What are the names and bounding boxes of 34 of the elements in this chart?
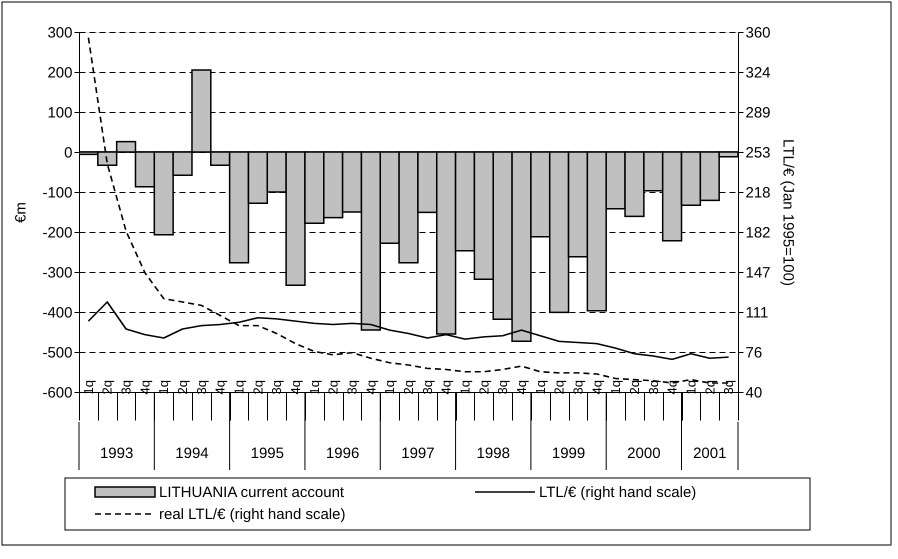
y-tick-label: 100	[47, 104, 72, 122]
text: 1999	[552, 445, 586, 462]
legend-label: real LTL/€ (right hand scale)	[159, 506, 346, 523]
text: 1993	[100, 445, 134, 462]
text: 2001	[693, 445, 726, 462]
y2-tick-label: 111	[746, 304, 768, 322]
y2-tick-label: 360	[746, 24, 771, 42]
text: 1996	[326, 445, 360, 462]
y2-tick-label: 182	[746, 224, 771, 242]
y-axis-title: €m	[12, 202, 30, 223]
legend-label: LITHUANIA current account	[159, 484, 345, 501]
text: 1995	[250, 445, 284, 462]
y2-tick-label: 253	[746, 144, 771, 162]
y2-tick-label: 324	[746, 64, 771, 82]
y2-tick-label: 289	[746, 104, 771, 122]
y-tick-label: 200	[47, 64, 72, 82]
y2-tick-label: 40	[746, 384, 762, 402]
y-tick-label: 300	[47, 24, 72, 42]
text: 1998	[476, 445, 510, 462]
legend-label: LTL/€ (right hand scale)	[539, 484, 696, 501]
text: 2000	[627, 445, 661, 462]
y2-tick-label: 147	[746, 264, 771, 282]
text: 1997	[401, 445, 435, 462]
y-tick-label: 0	[64, 144, 72, 162]
y-tick-label: -400	[42, 304, 72, 322]
y-tick-label: -300	[42, 264, 72, 282]
y-tick-label: -200	[42, 224, 72, 242]
y2-tick-label: 218	[746, 184, 771, 202]
y2-tick-label: 76	[746, 344, 762, 362]
y2-axis-title: LTL/€ (Jan 1995=100)	[780, 139, 797, 286]
y-tick-label: -600	[42, 384, 72, 402]
y-tick-label: -100	[42, 184, 72, 202]
text: 1994	[175, 445, 209, 462]
y-tick-label: -500	[42, 344, 72, 362]
